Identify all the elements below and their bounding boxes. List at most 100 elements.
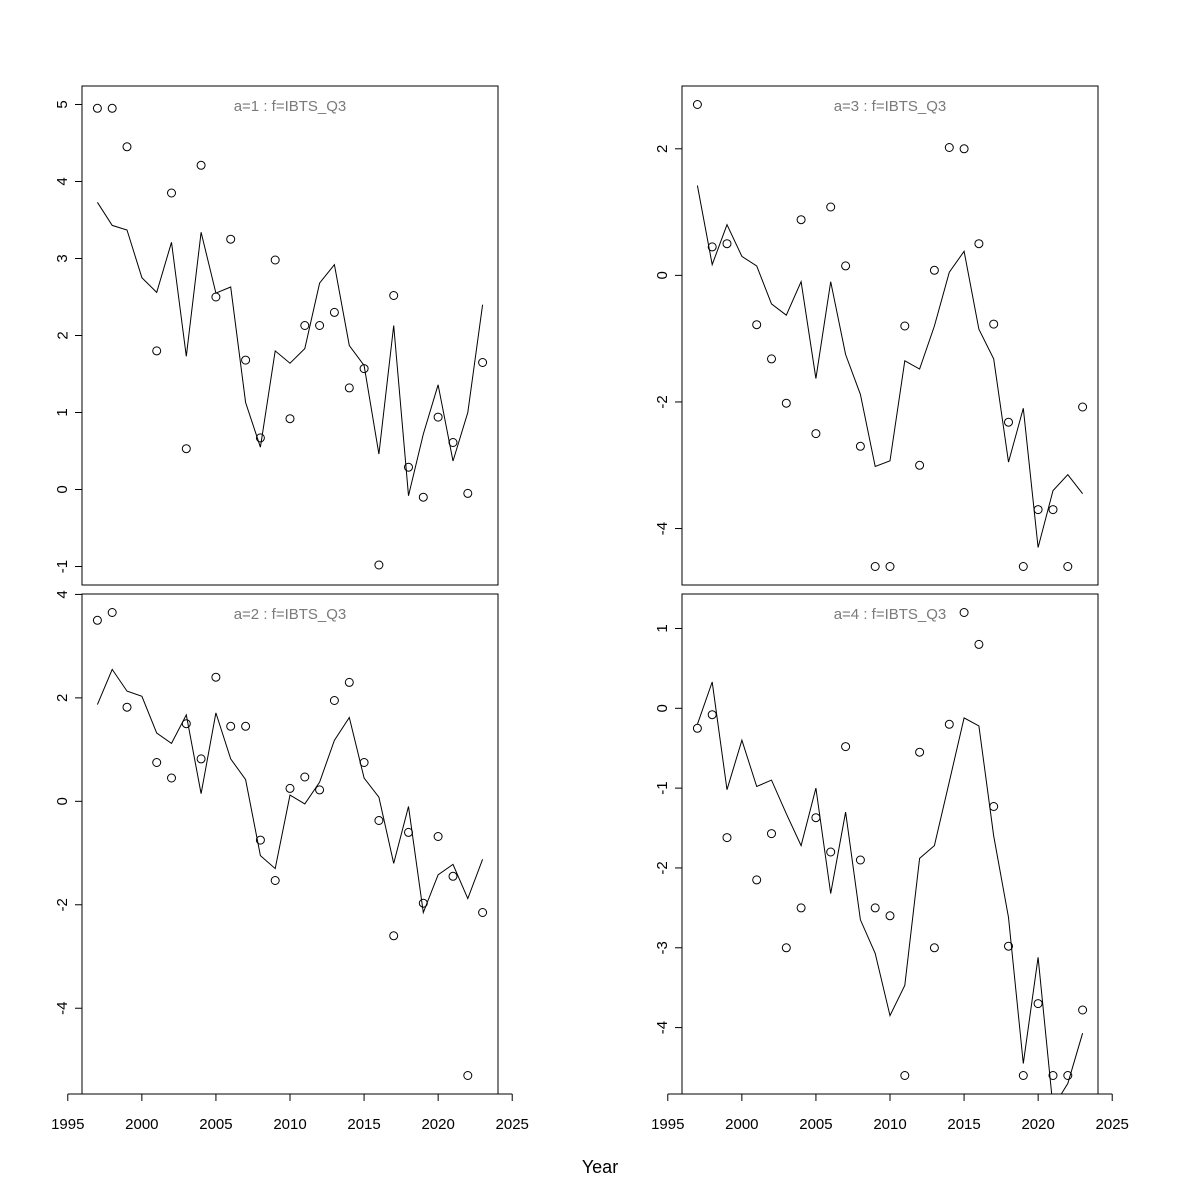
panel-3: a=2 : f=IBTS_Q3 -4 -2 0 2 4 1995 2000 2005 2010 20… [51, 590, 529, 1133]
observed-point [433, 832, 443, 841]
observed-point [1018, 1071, 1028, 1080]
y-tick-label: 4 [54, 590, 71, 598]
x-tick-label: 2005 [799, 1116, 832, 1133]
y-tick-label: 1 [54, 408, 71, 416]
observed-point [752, 875, 762, 885]
observed-point [122, 702, 132, 712]
observed-point [196, 754, 206, 764]
observed-point [900, 321, 910, 331]
observed-point [270, 876, 280, 885]
observed-point [285, 783, 295, 793]
panels: a=1 : f=IBTS_Q3 -1 0 1 2 3 4 5 a=3 : f=IBTS_Q3 -4… [51, 85, 1129, 1133]
observed-point [92, 615, 102, 625]
observed-point [107, 608, 117, 617]
observed-point [329, 696, 339, 705]
observed-point [826, 847, 836, 857]
y-tick-label: 2 [654, 145, 671, 153]
observed-point [300, 321, 310, 330]
observed-point [855, 855, 865, 865]
x-tick-label: 2020 [421, 1116, 454, 1133]
fitted-line [96, 668, 484, 915]
x-tick-label: 2010 [873, 1116, 906, 1133]
fitted-line [96, 202, 484, 496]
observed-point [329, 307, 339, 317]
observed-point [255, 835, 265, 845]
plot-frame [81, 593, 499, 1095]
observed-point [389, 931, 399, 941]
observed-point [707, 710, 717, 720]
observed-point [181, 719, 191, 729]
observed-point [1033, 999, 1043, 1009]
observed-point [241, 721, 251, 731]
x-tick-label: 2010 [273, 1116, 306, 1133]
observed-point [900, 1071, 910, 1080]
y-tick-label: -4 [654, 1021, 671, 1034]
observed-point [944, 719, 954, 729]
y-tick-label: 1 [654, 624, 671, 632]
observed-point [255, 433, 265, 443]
observed-point [929, 943, 939, 953]
panel-2: a=3 : f=IBTS_Q3 -4 -2 0 2 [654, 85, 1099, 586]
x-tick-label: 2025 [496, 1116, 529, 1133]
panel-title: a=4 : f=IBTS_Q3 [834, 606, 947, 623]
observed-point [404, 462, 413, 472]
x-tick-label: 2015 [947, 1116, 980, 1133]
observed-point [767, 354, 776, 364]
observed-point [1048, 1071, 1058, 1080]
observed-point [389, 291, 399, 300]
observed-point [870, 903, 880, 913]
observed-point [344, 383, 354, 393]
observed-point [478, 908, 488, 917]
observed-point [915, 460, 925, 470]
fitted-line [696, 185, 1083, 548]
observed-point [752, 320, 762, 330]
observed-point [841, 261, 851, 271]
observed-point [448, 871, 458, 881]
y-tick-label: 5 [54, 100, 71, 108]
observed-point [359, 364, 369, 374]
y-tick-label: 0 [54, 485, 71, 493]
observed-point [1078, 402, 1088, 412]
x-tick-label: 2005 [199, 1116, 232, 1133]
observed-point [1063, 1071, 1073, 1080]
panel-title: a=3 : f=IBTS_Q3 [834, 98, 947, 115]
observed-point [374, 560, 384, 570]
y-tick-label: -1 [654, 781, 671, 794]
observed-point [781, 398, 791, 408]
observed-point [374, 816, 384, 825]
observed-point [1048, 505, 1058, 515]
panel-title: a=1 : f=IBTS_Q3 [234, 98, 347, 115]
panel-4: a=4 : f=IBTS_Q3 -4 -3 -2 -1 0 1 1995 2000 2005 201… [651, 593, 1129, 1133]
y-tick-label: -4 [654, 522, 671, 535]
observed-point [1004, 941, 1013, 951]
x-tick-label: 2020 [1021, 1116, 1054, 1133]
y-tick-label: 0 [654, 704, 671, 712]
panel-title: a=2 : f=IBTS_Q3 [234, 606, 347, 623]
y-tick-label: 0 [54, 797, 71, 805]
x-tick-label: 1995 [651, 1116, 684, 1133]
observed-point [92, 103, 102, 113]
y-tick-label: -3 [654, 941, 671, 954]
observed-point [826, 202, 836, 212]
observed-point [885, 911, 895, 921]
y-tick-label: -2 [654, 395, 671, 408]
observed-point [974, 239, 984, 249]
observed-point [692, 100, 702, 109]
observed-point [285, 414, 295, 424]
plot-frame [681, 593, 1099, 1095]
observed-point [167, 773, 176, 783]
observed-point [196, 160, 206, 170]
observed-point [241, 355, 251, 365]
observed-point [692, 723, 702, 733]
x-tick-label: 2000 [125, 1116, 158, 1133]
observed-point [722, 239, 732, 249]
observed-point [226, 234, 236, 244]
observed-point [1004, 417, 1013, 427]
plot-frame [681, 85, 1099, 586]
x-tick-label: 2015 [347, 1116, 380, 1133]
observed-point [226, 721, 236, 731]
fitted-line [696, 681, 1084, 1094]
observed-point [915, 747, 925, 757]
observed-point [707, 242, 717, 252]
observed-point [855, 441, 865, 451]
